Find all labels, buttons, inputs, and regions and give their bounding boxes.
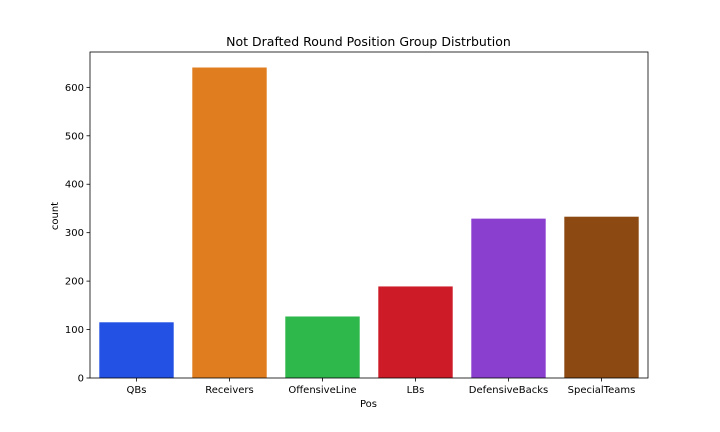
bar-receivers: [192, 67, 267, 379]
bar-specialteams: [564, 216, 639, 378]
x-axis-label: Pos: [360, 399, 377, 410]
x-tick-label: QBs: [127, 385, 147, 396]
bar-defensivebacks: [471, 218, 546, 378]
plot-frame: [89, 51, 649, 379]
y-tick-label: 600: [65, 83, 84, 94]
y-tick-label: 200: [65, 277, 84, 288]
x-tick-label: LBs: [407, 385, 425, 396]
bar-lbs: [378, 286, 453, 378]
y-tick-label: 400: [65, 180, 84, 191]
y-tick-label: 100: [65, 325, 84, 336]
y-axis-label: count: [50, 202, 61, 230]
bars-group: [99, 67, 639, 379]
y-tick-label: 0: [78, 374, 84, 385]
bar-offensiveline: [285, 316, 360, 378]
x-tick-label: Receivers: [205, 385, 253, 396]
x-tick-label: SpecialTeams: [568, 385, 636, 396]
y-tick-label: 300: [65, 228, 84, 239]
y-tick-label: 500: [65, 131, 84, 142]
chart-title: Not Drafted Round Position Group Distrbu…: [226, 34, 511, 49]
x-axis-ticks: QBs Receivers OffensiveLine LBs DefensiveBac…: [127, 378, 636, 396]
x-tick-label: DefensiveBacks: [469, 385, 548, 396]
y-axis-ticks: 0 100 200 300 400 500 600: [65, 83, 90, 385]
x-tick-label: OffensiveLine: [288, 385, 356, 396]
bar-qbs: [99, 322, 174, 378]
